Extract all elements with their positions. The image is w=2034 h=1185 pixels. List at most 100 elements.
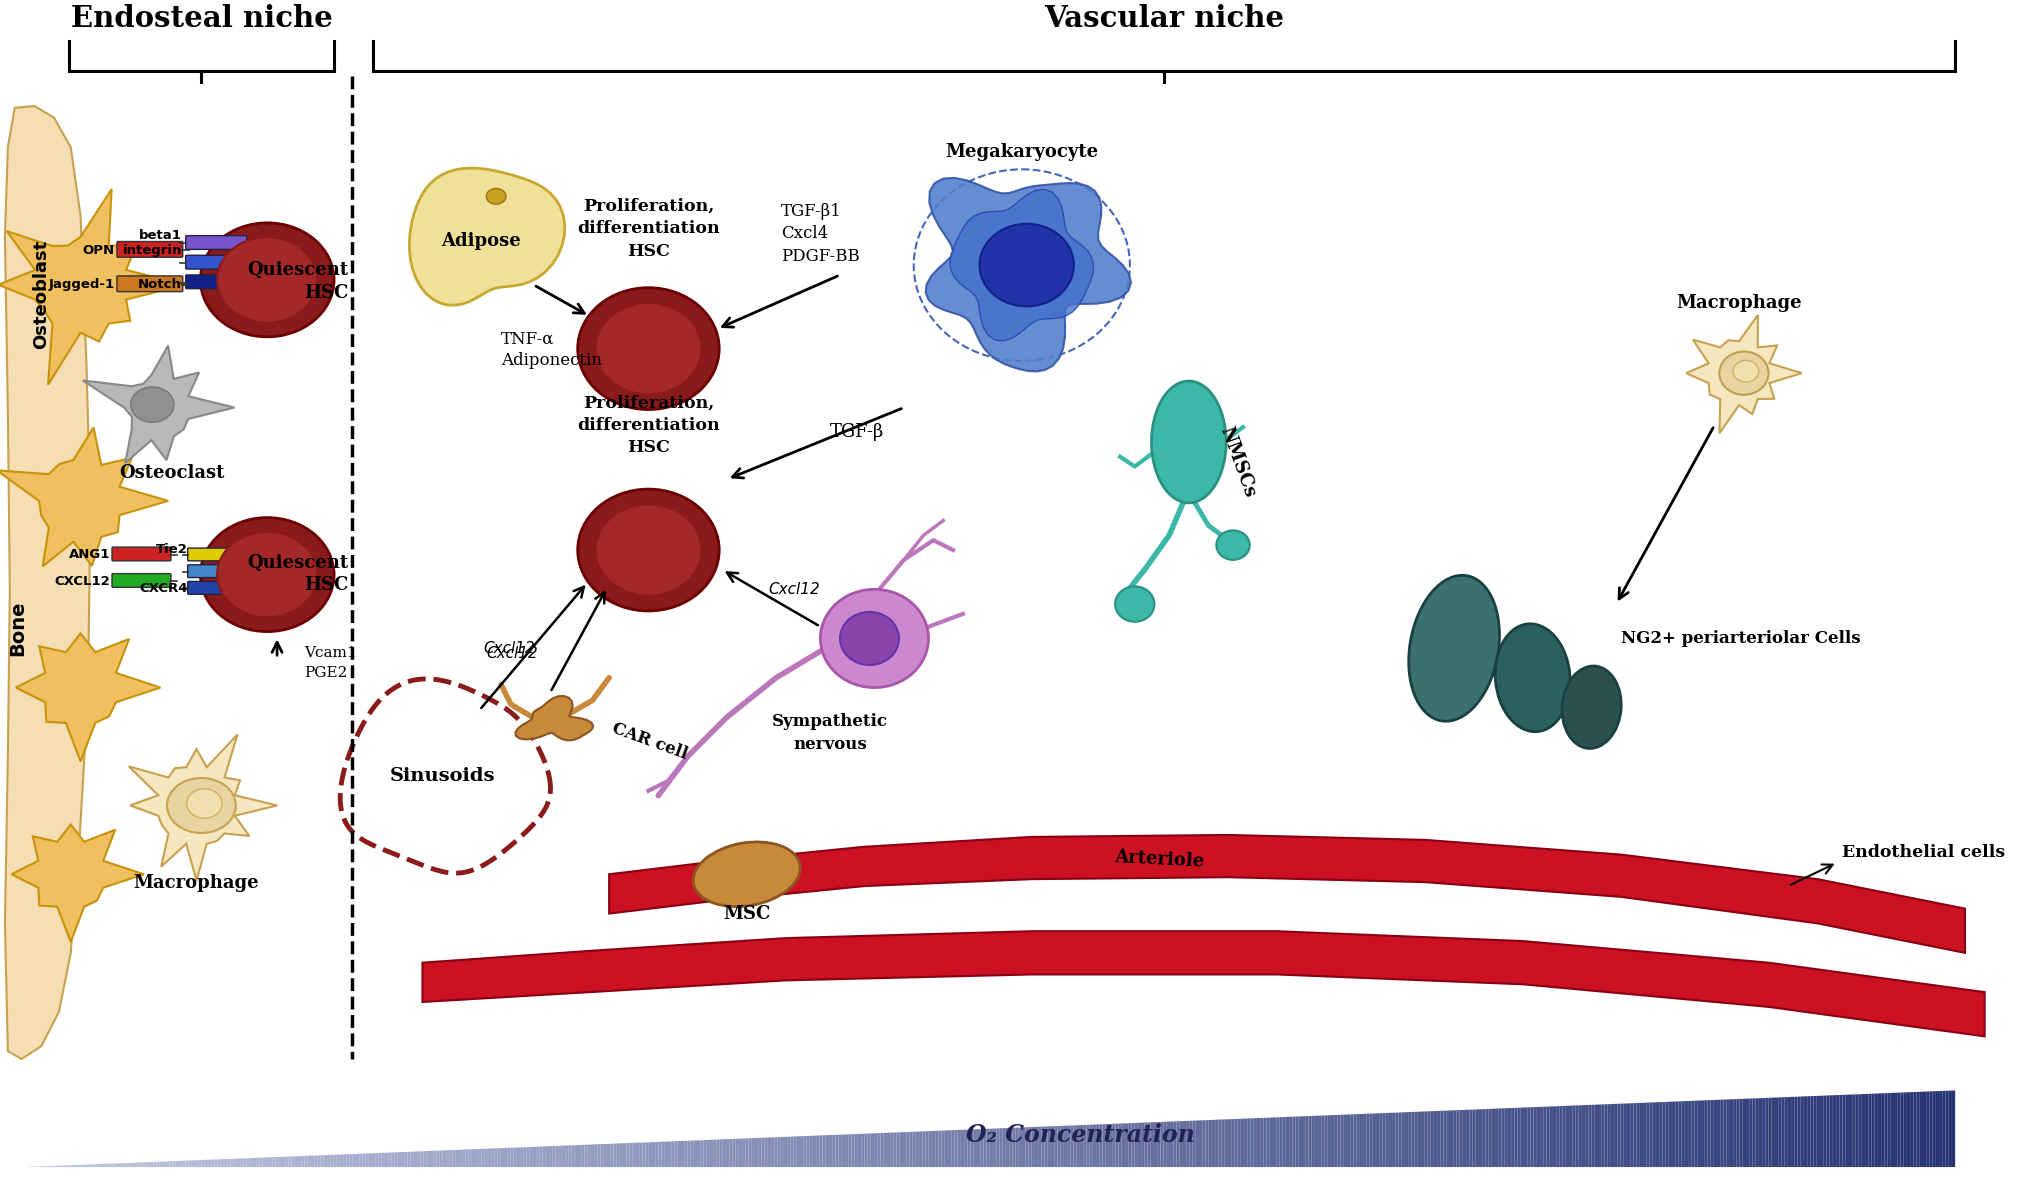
- Polygon shape: [1623, 1103, 1627, 1167]
- Polygon shape: [1229, 1119, 1231, 1167]
- Polygon shape: [1582, 1106, 1584, 1167]
- Polygon shape: [1869, 1094, 1871, 1167]
- Polygon shape: [1676, 1101, 1678, 1167]
- Polygon shape: [108, 1164, 112, 1167]
- Polygon shape: [1048, 1126, 1052, 1167]
- Text: ANG1: ANG1: [69, 549, 110, 562]
- Polygon shape: [482, 1148, 484, 1167]
- Polygon shape: [1206, 1120, 1208, 1167]
- Polygon shape: [1385, 1113, 1389, 1167]
- Polygon shape: [1068, 1126, 1070, 1167]
- Polygon shape: [1446, 1110, 1450, 1167]
- Polygon shape: [1174, 1121, 1176, 1167]
- Polygon shape: [175, 1161, 179, 1167]
- Polygon shape: [1058, 1126, 1060, 1167]
- Polygon shape: [1704, 1100, 1707, 1167]
- FancyBboxPatch shape: [187, 549, 244, 561]
- Polygon shape: [877, 1133, 881, 1167]
- Polygon shape: [1920, 1091, 1922, 1167]
- Polygon shape: [130, 1162, 134, 1167]
- Polygon shape: [1900, 1093, 1904, 1167]
- Polygon shape: [572, 1145, 576, 1167]
- Text: HSC: HSC: [305, 283, 348, 302]
- Polygon shape: [991, 1128, 993, 1167]
- Polygon shape: [1591, 1104, 1595, 1167]
- Polygon shape: [266, 1158, 268, 1167]
- Polygon shape: [1916, 1091, 1920, 1167]
- Polygon shape: [974, 1129, 976, 1167]
- Polygon shape: [1241, 1119, 1245, 1167]
- Polygon shape: [1096, 1125, 1098, 1167]
- Polygon shape: [1717, 1100, 1721, 1167]
- Polygon shape: [1324, 1115, 1328, 1167]
- Polygon shape: [698, 1140, 700, 1167]
- Polygon shape: [1452, 1110, 1456, 1167]
- Polygon shape: [1733, 1098, 1737, 1167]
- Polygon shape: [1562, 1106, 1566, 1167]
- Polygon shape: [478, 1149, 482, 1167]
- Polygon shape: [500, 1148, 504, 1167]
- Polygon shape: [1904, 1093, 1908, 1167]
- Polygon shape: [401, 1152, 405, 1167]
- Polygon shape: [1871, 1094, 1875, 1167]
- Polygon shape: [273, 1157, 275, 1167]
- Polygon shape: [0, 428, 169, 566]
- Polygon shape: [714, 1140, 716, 1167]
- Polygon shape: [930, 1130, 932, 1167]
- Text: Vascular niche: Vascular niche: [1043, 5, 1283, 33]
- Polygon shape: [1037, 1127, 1041, 1167]
- Polygon shape: [1214, 1120, 1218, 1167]
- Polygon shape: [1892, 1093, 1894, 1167]
- Polygon shape: [805, 1136, 810, 1167]
- Polygon shape: [976, 1129, 980, 1167]
- Text: Quiescent: Quiescent: [248, 553, 348, 572]
- Polygon shape: [722, 1139, 726, 1167]
- Text: Endothelial cells: Endothelial cells: [1843, 844, 2006, 861]
- Polygon shape: [997, 1128, 999, 1167]
- Polygon shape: [1322, 1115, 1324, 1167]
- Polygon shape: [1759, 1098, 1761, 1167]
- Polygon shape: [283, 1157, 285, 1167]
- Polygon shape: [1009, 1128, 1013, 1167]
- Polygon shape: [260, 1158, 262, 1167]
- Text: Osteoblast: Osteoblast: [33, 239, 51, 350]
- Polygon shape: [677, 1141, 681, 1167]
- Polygon shape: [340, 1154, 344, 1167]
- Text: Megakaryocyte: Megakaryocyte: [946, 143, 1098, 161]
- Polygon shape: [836, 1135, 838, 1167]
- Text: Proliferation,: Proliferation,: [584, 198, 714, 214]
- Polygon shape: [869, 1133, 871, 1167]
- Polygon shape: [1861, 1094, 1865, 1167]
- Polygon shape: [726, 1139, 730, 1167]
- Polygon shape: [838, 1134, 842, 1167]
- Polygon shape: [1338, 1115, 1340, 1167]
- Polygon shape: [98, 1164, 102, 1167]
- Polygon shape: [450, 1151, 452, 1167]
- Polygon shape: [1064, 1126, 1068, 1167]
- Polygon shape: [830, 1135, 832, 1167]
- Polygon shape: [128, 1162, 130, 1167]
- Polygon shape: [1147, 1122, 1151, 1167]
- Polygon shape: [775, 1138, 777, 1167]
- Polygon shape: [445, 1151, 450, 1167]
- Polygon shape: [1312, 1116, 1314, 1167]
- Polygon shape: [704, 1140, 706, 1167]
- Polygon shape: [1839, 1095, 1843, 1167]
- Polygon shape: [1552, 1107, 1556, 1167]
- Polygon shape: [151, 1162, 153, 1167]
- Polygon shape: [769, 1138, 771, 1167]
- Polygon shape: [1361, 1114, 1363, 1167]
- FancyBboxPatch shape: [187, 565, 244, 577]
- Polygon shape: [964, 1129, 968, 1167]
- Polygon shape: [759, 1138, 761, 1167]
- FancyBboxPatch shape: [112, 574, 171, 588]
- Polygon shape: [1881, 1094, 1883, 1167]
- Polygon shape: [376, 1153, 378, 1167]
- Polygon shape: [214, 1159, 218, 1167]
- Polygon shape: [1224, 1120, 1229, 1167]
- Text: PDGF-BB: PDGF-BB: [781, 248, 860, 264]
- Polygon shape: [1932, 1091, 1936, 1167]
- Polygon shape: [230, 1159, 234, 1167]
- Polygon shape: [234, 1159, 236, 1167]
- Polygon shape: [1473, 1109, 1477, 1167]
